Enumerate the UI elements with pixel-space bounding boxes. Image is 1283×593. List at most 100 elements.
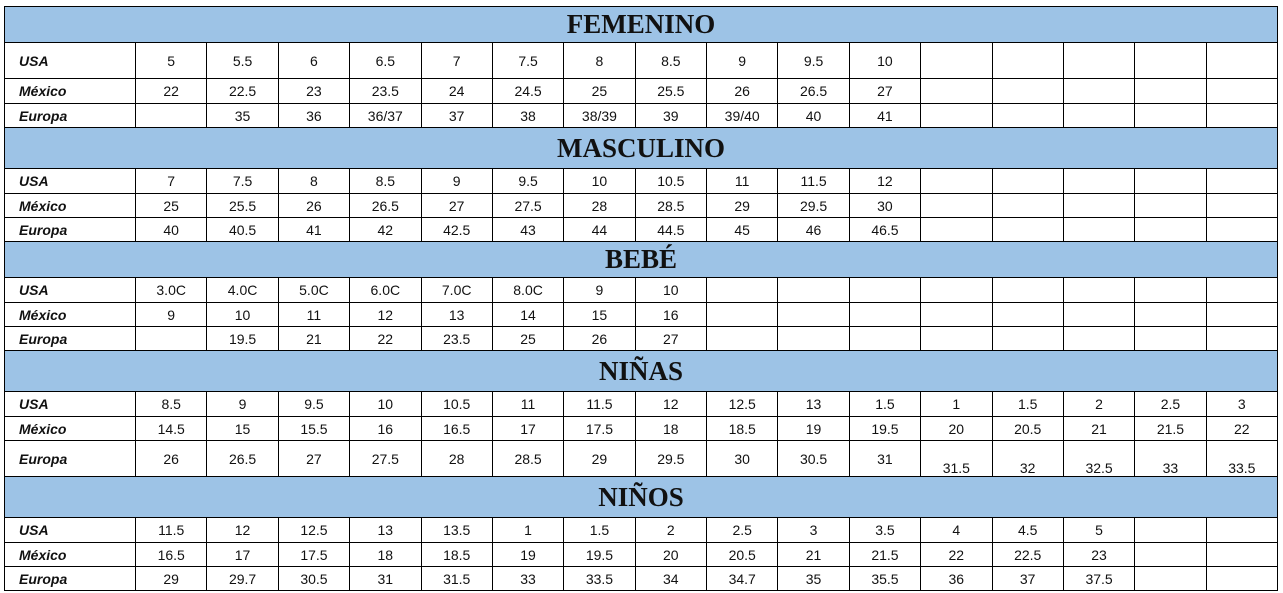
size-cell: 6.0C xyxy=(349,277,422,303)
size-cell: 4.0C xyxy=(206,277,279,303)
size-cell: 29.5 xyxy=(634,440,708,477)
size-cell: 21 xyxy=(1062,416,1136,441)
size-cell: 27 xyxy=(420,193,493,218)
size-cell: 17.5 xyxy=(563,416,636,441)
size-cell: 12.5 xyxy=(277,517,351,543)
size-cell: 11 xyxy=(705,168,779,194)
size-cell: 29 xyxy=(705,193,779,218)
section-title: FEMENINO xyxy=(4,6,1278,43)
size-cell: 20 xyxy=(634,542,708,567)
size-cell: 35 xyxy=(777,566,850,591)
table-row: USA 3.0C 4.0C 5.0C 6.0C 7.0C 8.0C 9 10 xyxy=(4,277,1279,303)
size-cell: 9 xyxy=(705,42,779,79)
size-cell: 26.5 xyxy=(777,78,850,104)
size-cell: 9.5 xyxy=(277,391,351,417)
size-cell: 9.5 xyxy=(777,42,850,79)
section-header-ninos: NIÑOS xyxy=(4,476,1278,518)
size-cell xyxy=(705,277,779,303)
size-cell xyxy=(1134,42,1207,79)
size-cell: 33 xyxy=(491,566,565,591)
size-cell xyxy=(134,103,208,128)
size-cell: 19 xyxy=(491,542,565,567)
row-label: Europa xyxy=(4,217,136,242)
size-cell: 5 xyxy=(1062,517,1136,543)
size-cell: 11.5 xyxy=(563,391,636,417)
size-cell: 13 xyxy=(349,517,422,543)
size-cell: 30 xyxy=(705,440,779,477)
size-cell: 18.5 xyxy=(420,542,493,567)
size-cell: 28.5 xyxy=(491,440,565,477)
size-cell: 30 xyxy=(848,193,922,218)
size-cell: 37 xyxy=(420,103,493,128)
size-cell: 12.5 xyxy=(705,391,779,417)
row-label: USA xyxy=(4,517,136,543)
size-cell xyxy=(920,103,993,128)
size-cell xyxy=(1205,326,1279,351)
size-cell xyxy=(1205,217,1279,242)
size-cell: 28 xyxy=(563,193,636,218)
size-cell: 15 xyxy=(206,416,279,441)
size-cell xyxy=(991,103,1064,128)
size-cell: 19.5 xyxy=(563,542,636,567)
size-cell: 27.5 xyxy=(491,193,565,218)
size-cell: 22.5 xyxy=(991,542,1064,567)
size-cell: 43 xyxy=(491,217,565,242)
section-header-femenino: FEMENINO xyxy=(4,6,1278,43)
size-cell: 10 xyxy=(349,391,422,417)
size-cell xyxy=(991,78,1064,104)
size-cell: 31 xyxy=(349,566,422,591)
size-cell xyxy=(1062,78,1136,104)
size-cell: 23 xyxy=(277,78,351,104)
size-cell: 9 xyxy=(563,277,636,303)
size-cell: 11 xyxy=(491,391,565,417)
size-cell: 9 xyxy=(420,168,493,194)
size-cell xyxy=(1205,168,1279,194)
size-cell: 8.0C xyxy=(491,277,565,303)
size-cell: 22 xyxy=(134,78,208,104)
size-cell xyxy=(1062,277,1136,303)
size-cell: 7 xyxy=(134,168,208,194)
size-cell xyxy=(1134,517,1207,543)
size-cell: 21 xyxy=(777,542,850,567)
size-cell: 6 xyxy=(277,42,351,79)
size-cell: 41 xyxy=(848,103,922,128)
size-cell: 31.5 xyxy=(420,566,493,591)
size-cell xyxy=(1134,193,1207,218)
section-title: MASCULINO xyxy=(4,127,1278,169)
size-cell: 25.5 xyxy=(634,78,708,104)
size-cell: 39/40 xyxy=(705,103,779,128)
size-cell: 10 xyxy=(563,168,636,194)
size-cell xyxy=(848,277,922,303)
size-cell xyxy=(1134,326,1207,351)
size-cell: 19.5 xyxy=(848,416,922,441)
size-cell: 35 xyxy=(206,103,279,128)
size-cell xyxy=(1062,217,1136,242)
section-header-bebe: BEBÉ xyxy=(4,241,1278,278)
table-row: México 16.5 17 17.5 18 18.5 19 19.5 20 20.5 21 21.5… xyxy=(4,542,1279,567)
size-cell xyxy=(777,277,850,303)
size-cell: 17 xyxy=(491,416,565,441)
table-row: USA 5 5.5 6 6.5 7 7.5 8 8.5 9 9.5 10 xyxy=(4,42,1279,79)
size-cell xyxy=(1134,78,1207,104)
size-cell xyxy=(705,326,779,351)
size-cell: 17 xyxy=(206,542,279,567)
size-cell: 4 xyxy=(920,517,993,543)
size-cell: 27 xyxy=(848,78,922,104)
table-row: México 9 10 11 12 13 14 15 16 xyxy=(4,302,1279,327)
size-cell: 16.5 xyxy=(134,542,208,567)
size-cell: 11 xyxy=(277,302,351,327)
table-row: Europa 40 40.5 41 42 42.5 43 44 44.5 45 46 46.5 xyxy=(4,217,1279,242)
size-cell: 13 xyxy=(420,302,493,327)
size-cell: 21.5 xyxy=(848,542,922,567)
row-label: Europa xyxy=(4,326,136,351)
size-cell: 35.5 xyxy=(848,566,922,591)
size-cell xyxy=(705,302,779,327)
size-cell: 22 xyxy=(1205,416,1279,441)
table-row: USA 11.5 12 12.5 13 13.5 1 1.5 2 2.5 3 3.5 4 4.5 5 xyxy=(4,517,1279,543)
table-row: Europa 29 29.7 30.5 31 31.5 33 33.5 34 34.7 35 35.5… xyxy=(4,566,1279,591)
size-cell: 8 xyxy=(277,168,351,194)
size-cell: 38 xyxy=(491,103,565,128)
size-cell: 22 xyxy=(349,326,422,351)
size-cell xyxy=(1205,566,1279,591)
size-cell: 46.5 xyxy=(848,217,922,242)
